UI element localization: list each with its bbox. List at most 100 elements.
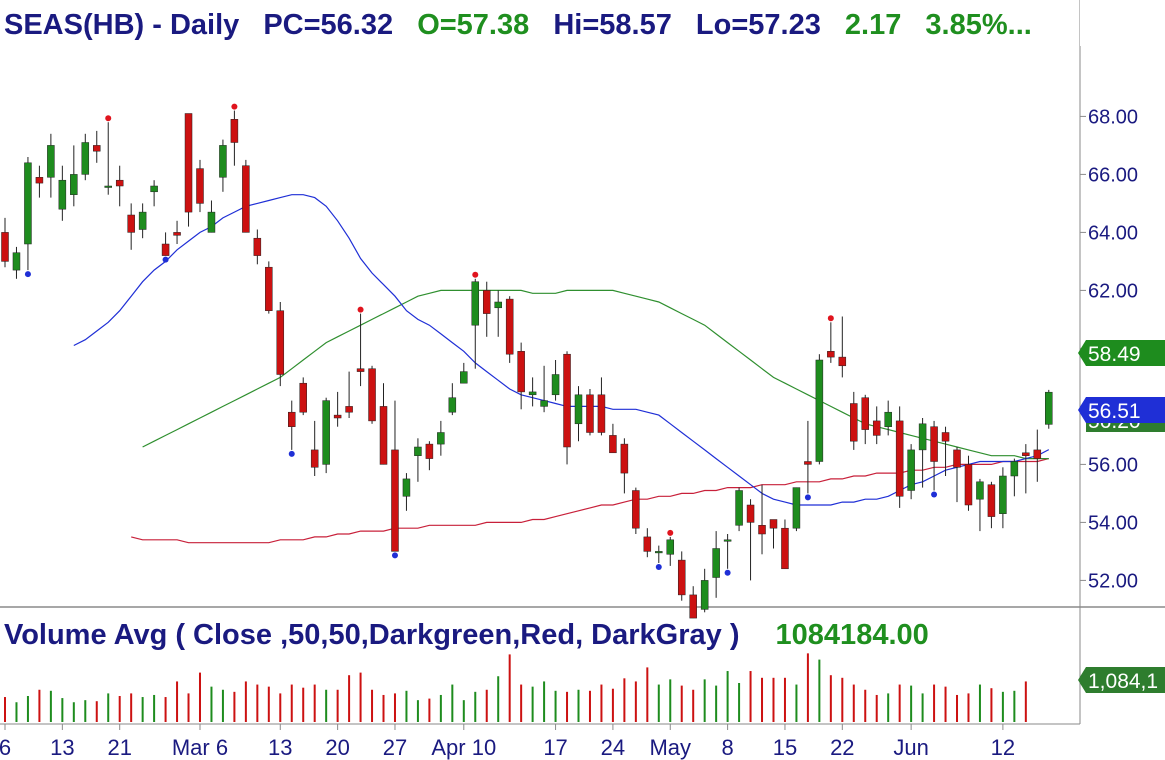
candle-down bbox=[230, 119, 239, 143]
candle-up bbox=[1010, 461, 1019, 477]
candle-down bbox=[505, 298, 514, 355]
candle-down bbox=[1022, 452, 1030, 456]
candle-up bbox=[551, 374, 560, 396]
y-tick-label: 54.00 bbox=[1088, 512, 1138, 534]
candle-down bbox=[746, 504, 755, 523]
volume-bar bbox=[761, 677, 764, 722]
volume-bar bbox=[210, 686, 213, 722]
volume-bar bbox=[554, 690, 557, 722]
volume-bar bbox=[428, 698, 431, 722]
candle-up bbox=[104, 185, 112, 188]
volume-bar bbox=[72, 702, 75, 722]
volume-bars bbox=[4, 653, 1027, 722]
volume-badge-label: 1,084,1 bbox=[1088, 670, 1158, 693]
volume-bar bbox=[164, 697, 167, 722]
volume-bar bbox=[956, 694, 959, 722]
x-tick-label: 17 bbox=[543, 735, 567, 760]
volume-bar bbox=[198, 672, 201, 722]
candle-down bbox=[609, 435, 617, 454]
candle-up bbox=[999, 475, 1007, 514]
candle-up bbox=[712, 548, 720, 578]
candle-up bbox=[976, 481, 984, 500]
volume-bar bbox=[393, 693, 396, 722]
candle-down bbox=[781, 527, 789, 570]
volume-bar bbox=[485, 689, 488, 722]
volume-bar bbox=[680, 685, 683, 722]
candle-down bbox=[391, 449, 399, 552]
candle-up bbox=[12, 252, 21, 271]
candle-down bbox=[850, 403, 858, 442]
ma20-label: 56.51 bbox=[1088, 400, 1141, 423]
volume-bar bbox=[531, 686, 534, 722]
candle-down bbox=[161, 243, 170, 256]
volume-bar bbox=[462, 700, 465, 722]
change-value: 2.17 bbox=[845, 9, 901, 41]
x-tick-label: 27 bbox=[383, 735, 407, 760]
ma200-line bbox=[131, 458, 1049, 544]
candle-down bbox=[482, 290, 491, 314]
volume-bar bbox=[302, 687, 305, 722]
volume-bar bbox=[4, 697, 6, 722]
candle-up bbox=[918, 423, 927, 451]
swing-high-dot bbox=[472, 271, 479, 278]
candle-up bbox=[666, 539, 675, 555]
volume-bar bbox=[1001, 691, 1004, 722]
candle-down bbox=[987, 484, 996, 517]
ma20-line bbox=[73, 194, 1050, 506]
candle-up bbox=[700, 580, 709, 610]
candle-down bbox=[964, 464, 973, 506]
volume-bar bbox=[382, 694, 385, 722]
low-value: Lo=57.23 bbox=[696, 9, 821, 41]
swing-low-dot bbox=[931, 491, 938, 498]
volume-bar bbox=[508, 654, 511, 722]
candle-down bbox=[586, 394, 594, 433]
volume-bar bbox=[256, 684, 259, 722]
volume-bar bbox=[49, 690, 52, 722]
candle-up bbox=[24, 162, 32, 245]
candle-up bbox=[414, 446, 422, 456]
swing-low-dot bbox=[391, 552, 398, 559]
candle-down bbox=[895, 420, 904, 497]
swing-low-dot bbox=[655, 564, 662, 570]
candle-down bbox=[1033, 449, 1042, 459]
x-tick-label: 13 bbox=[268, 735, 292, 760]
candle-up bbox=[792, 487, 801, 529]
candle-down bbox=[345, 406, 353, 413]
y-tick-label: 66.00 bbox=[1088, 164, 1138, 186]
volume-bar bbox=[84, 700, 87, 722]
y-tick-label: 56.00 bbox=[1088, 454, 1138, 476]
volume-value: 1084184.00 bbox=[776, 619, 929, 651]
volume-bar bbox=[359, 672, 362, 722]
x-tick-label: Jun bbox=[893, 735, 928, 760]
candle-down bbox=[632, 490, 640, 529]
volume-bar bbox=[95, 701, 98, 722]
candle-down bbox=[425, 443, 434, 459]
candle-down bbox=[804, 461, 812, 465]
candle-down bbox=[356, 368, 365, 372]
volume-bar bbox=[772, 677, 775, 722]
volume-bar bbox=[818, 659, 821, 722]
volume-bar bbox=[806, 653, 809, 722]
volume-bar bbox=[887, 693, 890, 722]
swing-high-dot bbox=[357, 306, 364, 313]
price-panel bbox=[0, 0, 1080, 606]
candle-up bbox=[437, 432, 445, 445]
volume-bar bbox=[703, 679, 706, 722]
candle-down bbox=[827, 351, 835, 358]
candle-down bbox=[1, 232, 9, 262]
candle-up bbox=[219, 145, 227, 178]
last-price-label: 58.49 bbox=[1088, 343, 1141, 366]
candle-down bbox=[127, 214, 135, 233]
candle-down bbox=[941, 432, 950, 442]
volume-bar bbox=[15, 702, 18, 722]
swing-low-dot bbox=[162, 256, 169, 263]
volume-bar bbox=[474, 691, 477, 722]
volume-bar bbox=[451, 684, 454, 722]
volume-bar bbox=[990, 688, 993, 722]
swing-low-dot bbox=[288, 450, 295, 457]
volume-bar bbox=[795, 684, 798, 722]
y-tick-label: 64.00 bbox=[1088, 222, 1138, 244]
x-tick-label: Apr 10 bbox=[431, 735, 496, 760]
time-axis-labels: 6 13 21 Mar 6 13 20 27 Apr 10 17 24 May 8 15 22 Jun 12 bbox=[0, 724, 1015, 760]
